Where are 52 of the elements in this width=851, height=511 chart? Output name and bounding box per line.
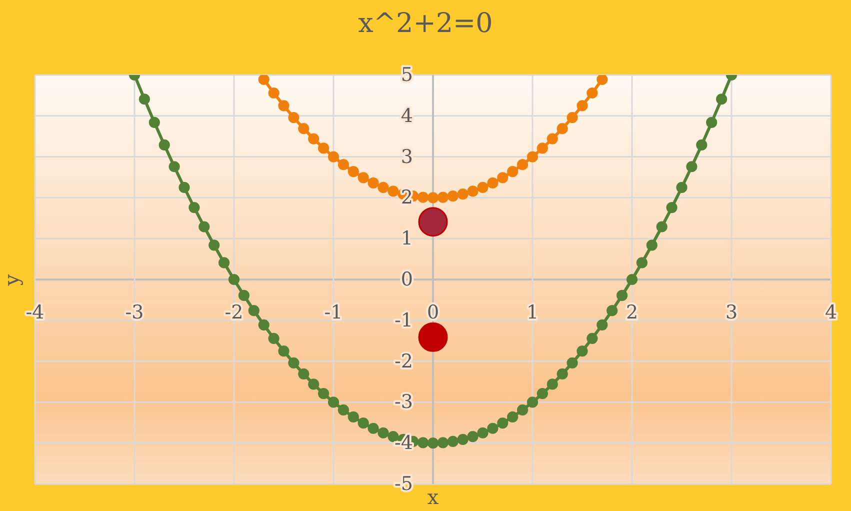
- y-tick-label: 4: [400, 104, 413, 127]
- point: [447, 190, 458, 202]
- point: [556, 123, 568, 134]
- point: [268, 87, 280, 99]
- point: [348, 166, 359, 178]
- point: [368, 177, 379, 189]
- point: [526, 151, 538, 162]
- point: [378, 182, 389, 194]
- point: [427, 192, 439, 204]
- point: [536, 142, 548, 154]
- chart-title: x^2+2=0: [357, 8, 494, 39]
- point: [507, 166, 518, 178]
- y-tick-label: -2: [394, 350, 413, 372]
- x-tick-label: 3: [725, 302, 738, 324]
- point: [288, 112, 300, 124]
- point: [328, 151, 340, 162]
- y-tick-label: -5: [394, 473, 413, 495]
- y-tick-label: -3: [394, 391, 413, 414]
- y-tick-label: 0: [400, 268, 413, 290]
- point: [497, 172, 508, 184]
- point: [318, 142, 330, 154]
- point: [418, 207, 448, 237]
- x-tick-label: 0: [426, 302, 440, 324]
- point: [278, 100, 290, 112]
- point: [596, 75, 608, 86]
- point: [358, 172, 369, 184]
- point: [418, 322, 448, 352]
- point: [457, 188, 468, 200]
- x-tick-label: 1: [526, 302, 539, 324]
- point: [546, 133, 558, 144]
- point: [388, 186, 399, 197]
- point: [467, 186, 478, 197]
- point: [418, 192, 429, 203]
- point: [308, 133, 320, 144]
- point: [298, 123, 310, 134]
- x-tick-label: -1: [324, 302, 343, 324]
- y-tick-label: 3: [400, 146, 413, 168]
- point: [487, 177, 498, 189]
- point: [258, 75, 270, 86]
- point: [437, 192, 448, 203]
- x-axis-title: x: [427, 485, 439, 509]
- point: [566, 112, 578, 124]
- point: [517, 159, 528, 170]
- x-tick-label: -2: [224, 302, 244, 324]
- x-tick-label: 2: [626, 302, 638, 324]
- y-tick-label: 1: [400, 228, 413, 250]
- point: [586, 87, 598, 99]
- point: [477, 182, 488, 194]
- point: [338, 159, 349, 170]
- point: [576, 100, 588, 112]
- x-tick-label: -3: [125, 302, 144, 324]
- y-axis-title: y: [0, 274, 24, 286]
